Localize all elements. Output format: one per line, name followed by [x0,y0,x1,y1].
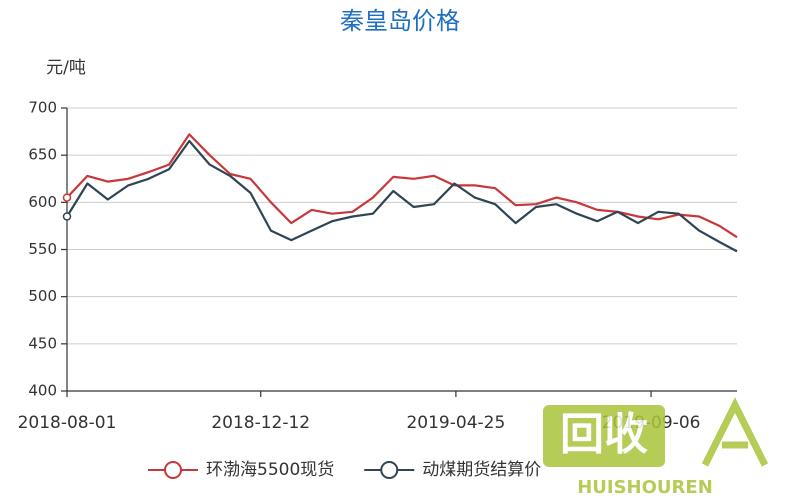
watermark-icon [701,397,769,467]
y-tick-label: 450 [28,334,57,352]
y-tick-label: 650 [28,146,57,164]
legend-label: 动煤期货结算价 [422,460,541,480]
legend-marker [164,461,182,479]
legend-marker [380,461,399,479]
legend-item: 环渤海5500现货 [148,460,334,480]
y-tick-label: 700 [28,99,57,117]
point-marker [62,212,72,221]
watermark: 回收 HUISHOUREN [543,397,769,498]
series-line [66,133,738,239]
point-marker [62,193,72,202]
chart-title: 秦皇岛价格 [340,7,460,35]
legend-item: 动煤期货结算价 [364,460,541,480]
x-tick-label: 2018-12-12 [211,413,310,433]
legend-label: 环渤海5500现货 [206,460,334,480]
watermark-text: HUISHOUREN [577,477,713,498]
watermark-box [543,405,665,467]
watermark-logo: 回收 [560,409,648,460]
y-tick-label: 500 [28,287,57,305]
y-tick-label: 400 [28,382,57,400]
y-axis-label: 元/吨 [46,58,86,78]
x-tick-label: 2018-08-01 [18,413,117,433]
series-line [66,139,738,253]
y-tick-label: 550 [28,240,57,258]
y-tick-label: 600 [28,193,57,211]
x-tick-label: 2019-04-25 [406,413,505,433]
